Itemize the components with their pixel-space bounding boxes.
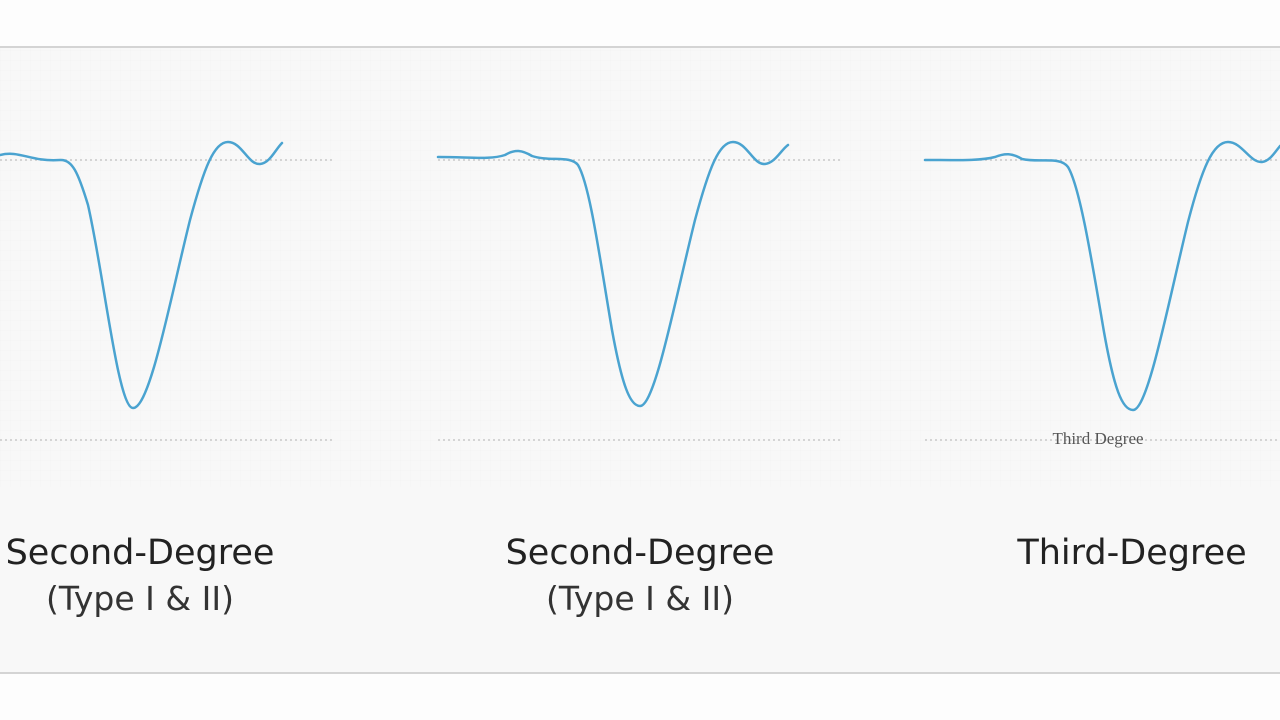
panel-subtitle: (Type I & II) [546, 579, 734, 618]
waveform [0, 140, 284, 410]
panel-title: Second-Degree [6, 533, 275, 573]
waveform-label: Third Degree [1052, 429, 1143, 448]
panel-subtitle: (Type I & II) [46, 579, 234, 618]
panel-title: Second-Degree [506, 533, 775, 573]
waveform [923, 140, 1280, 412]
panel-title: Third-Degree [1016, 533, 1246, 573]
waveform [436, 140, 790, 408]
grid [0, 47, 1280, 487]
